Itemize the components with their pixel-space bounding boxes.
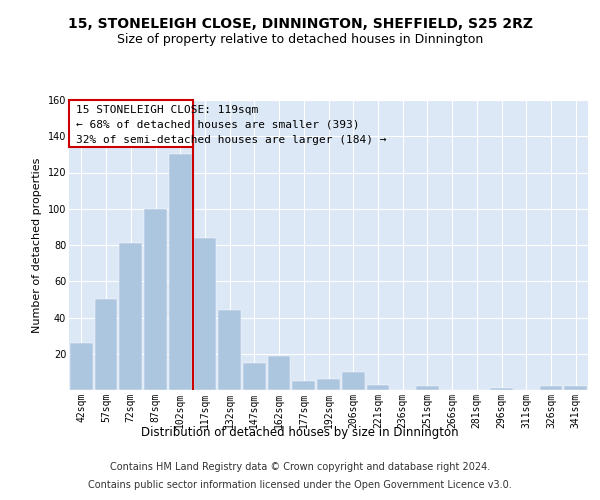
Bar: [144, 209, 167, 390]
Bar: [490, 388, 513, 390]
Bar: [95, 300, 118, 390]
Bar: [564, 386, 587, 390]
Bar: [367, 384, 389, 390]
Text: Contains public sector information licensed under the Open Government Licence v3: Contains public sector information licen…: [88, 480, 512, 490]
FancyBboxPatch shape: [69, 100, 193, 147]
Text: Size of property relative to detached houses in Dinnington: Size of property relative to detached ho…: [117, 32, 483, 46]
Bar: [194, 238, 216, 390]
Bar: [342, 372, 365, 390]
Text: 15 STONELEIGH CLOSE: 119sqm: 15 STONELEIGH CLOSE: 119sqm: [76, 104, 259, 115]
Bar: [292, 381, 315, 390]
Bar: [243, 363, 266, 390]
Text: Distribution of detached houses by size in Dinnington: Distribution of detached houses by size …: [141, 426, 459, 439]
Bar: [119, 243, 142, 390]
Text: 32% of semi-detached houses are larger (184) →: 32% of semi-detached houses are larger (…: [76, 136, 387, 145]
Bar: [416, 386, 439, 390]
Bar: [317, 379, 340, 390]
Bar: [70, 343, 93, 390]
Bar: [218, 310, 241, 390]
Bar: [539, 386, 562, 390]
Y-axis label: Number of detached properties: Number of detached properties: [32, 158, 42, 332]
Bar: [169, 154, 191, 390]
Bar: [268, 356, 290, 390]
Text: Contains HM Land Registry data © Crown copyright and database right 2024.: Contains HM Land Registry data © Crown c…: [110, 462, 490, 472]
Text: ← 68% of detached houses are smaller (393): ← 68% of detached houses are smaller (39…: [76, 120, 360, 130]
Text: 15, STONELEIGH CLOSE, DINNINGTON, SHEFFIELD, S25 2RZ: 15, STONELEIGH CLOSE, DINNINGTON, SHEFFI…: [67, 18, 533, 32]
